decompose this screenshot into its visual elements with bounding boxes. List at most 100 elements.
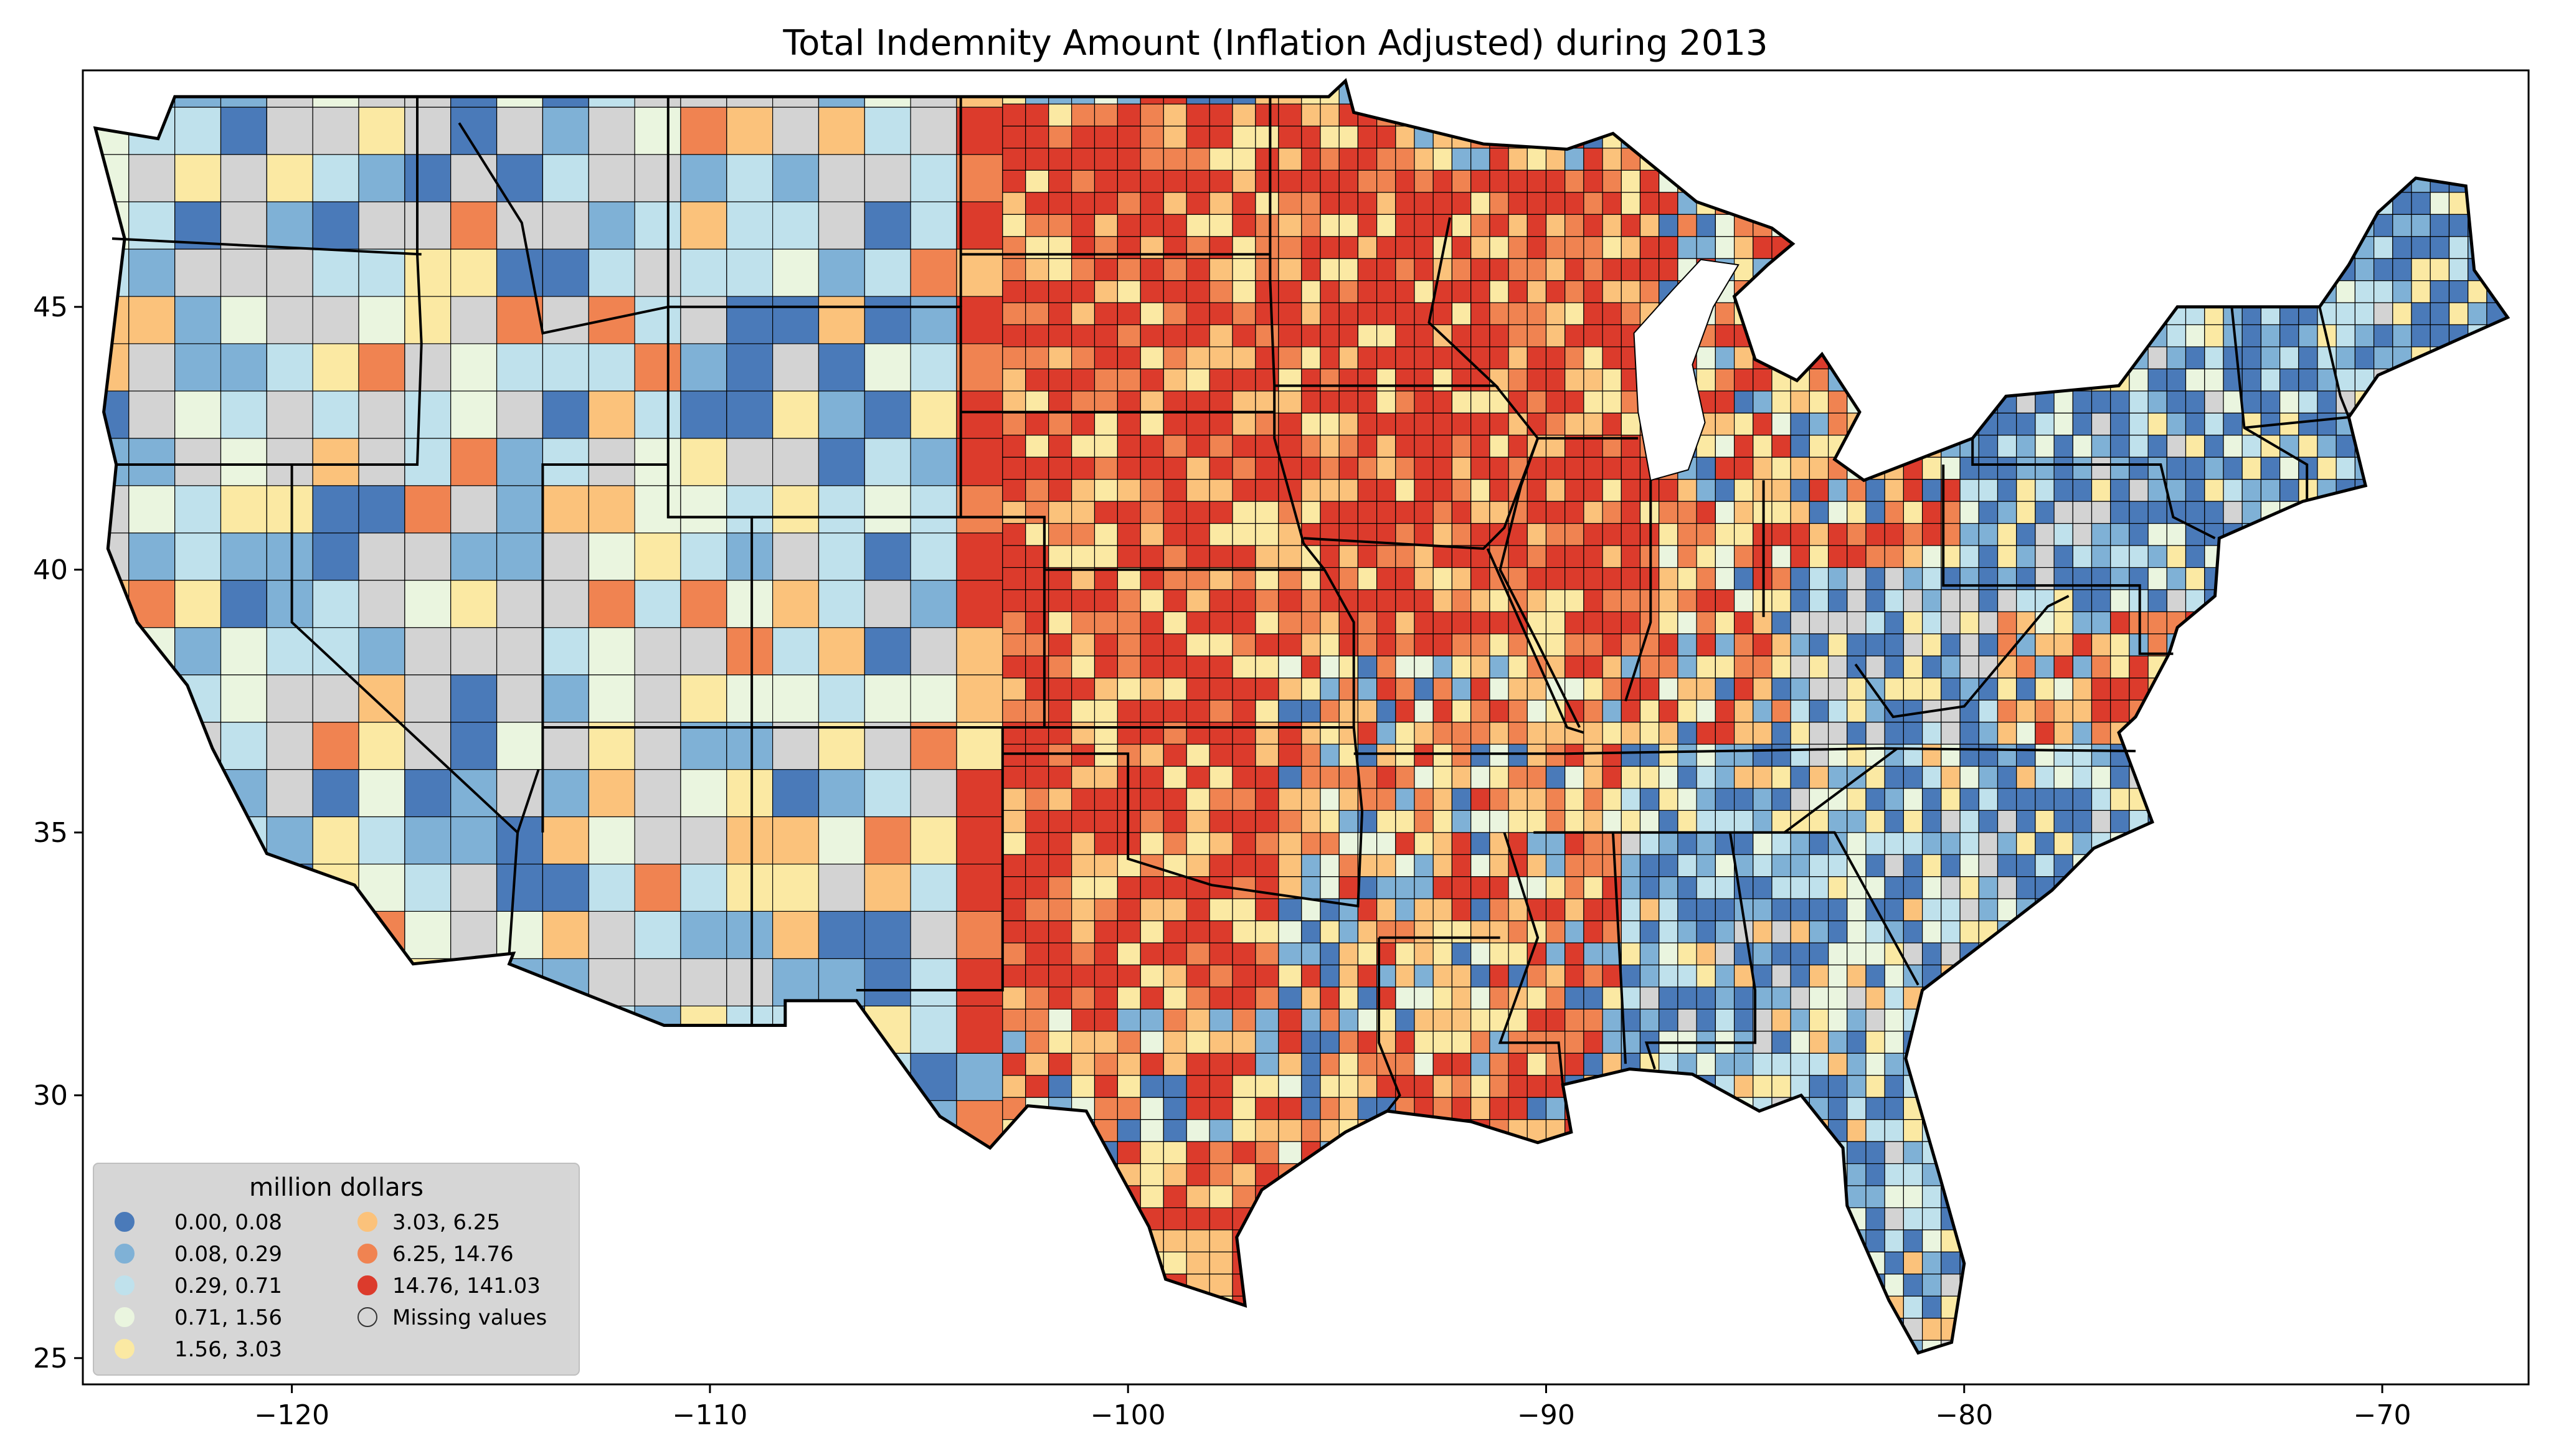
county-cell [1526,1163,1547,1186]
county-cell [2260,567,2281,590]
county-cell [818,910,865,960]
county-cell [2166,655,2187,679]
county-cell [726,248,774,297]
county-cell [404,154,452,202]
county-cell [1564,832,1584,855]
county-cell [1301,655,1321,679]
county-cell [2035,810,2055,833]
county-cell [1209,832,1233,855]
county-cell [1734,368,1754,392]
county-cell [2392,1318,2412,1341]
county-cell [1395,501,1415,524]
county-cell [1278,1075,1302,1098]
county-cell [1941,302,1961,326]
county-cell [1903,522,1923,546]
county-cell [1163,1052,1187,1076]
county-cell [1922,545,1942,569]
county-cell [1659,1097,1678,1120]
county-cell [1002,876,1026,899]
county-cell [1771,854,1791,877]
county-cell [2072,611,2093,635]
county-cell [2354,169,2375,193]
county-cell [1715,412,1735,436]
county-cell [1809,854,1829,877]
county-cell [1847,103,1867,127]
county-cell [1186,1052,1210,1076]
county-cell [496,248,543,297]
county-cell [358,390,405,439]
county-cell [2336,589,2355,612]
county-cell [1715,1274,1735,1297]
county-cell [1715,346,1735,369]
county-cell [772,958,819,1007]
county-cell [1071,699,1096,723]
county-cell [128,1052,176,1101]
county-cell [1338,567,1358,590]
county-cell [2336,854,2355,877]
county-cell [1395,1008,1415,1032]
county-cell [1278,1251,1302,1275]
county-cell [95,80,130,108]
county-cell [2354,1340,2375,1353]
county-cell [1696,103,1716,127]
county-cell [1564,412,1584,436]
county-cell [1677,1251,1697,1275]
county-cell [2279,655,2299,679]
county-cell [2354,148,2375,171]
county-cell [2110,456,2130,480]
county-cell [1978,236,1999,259]
county-cell [1140,1118,1164,1142]
county-cell [404,958,452,1007]
county-cell [1432,545,1452,569]
county-cell [1071,258,1096,281]
county-cell [1602,1251,1622,1275]
county-cell [1828,920,1848,943]
county-cell [1117,567,1141,590]
county-cell [2430,788,2449,811]
county-cell [726,626,774,676]
county-cell [1526,810,1547,833]
county-cell [1489,258,1509,281]
county-cell [95,816,130,865]
county-cell [1753,810,1772,833]
county-cell [1715,678,1735,701]
county-cell [1278,192,1302,215]
county-cell [1186,1163,1210,1186]
county-cell [1209,810,1233,833]
county-cell [266,248,313,297]
county-cell [1564,986,1584,1009]
county-cell [1508,678,1528,701]
county-cell [1790,611,1810,635]
county-cell [910,80,957,108]
county-cell [2336,699,2355,723]
county-cell [2053,169,2073,193]
county-cell [2072,920,2093,943]
county-cell [1320,611,1340,635]
county-cell [2241,1185,2261,1209]
county-cell [2411,1141,2431,1165]
county-cell [1255,280,1279,303]
county-cell [680,438,727,486]
county-cell [1186,148,1210,171]
county-cell [1659,258,1678,281]
county-cell [2411,942,2431,966]
county-cell [1865,125,1885,149]
county-cell [1978,368,1999,392]
county-cell [2317,435,2337,458]
county-cell [1847,324,1867,347]
county-cell [1621,832,1641,855]
county-cell [588,390,635,439]
county-cell [1489,942,1509,966]
county-cell [634,721,681,770]
county-cell [1865,854,1885,877]
county-cell [542,580,589,628]
county-cell [1564,1075,1584,1098]
county-cell [1232,324,1256,347]
county-cell [1163,1118,1187,1142]
county-cell [956,580,1003,628]
county-cell [2241,324,2261,347]
county-cell [1847,214,1867,237]
county-cell [1140,942,1164,966]
county-cell [1922,1008,1942,1032]
